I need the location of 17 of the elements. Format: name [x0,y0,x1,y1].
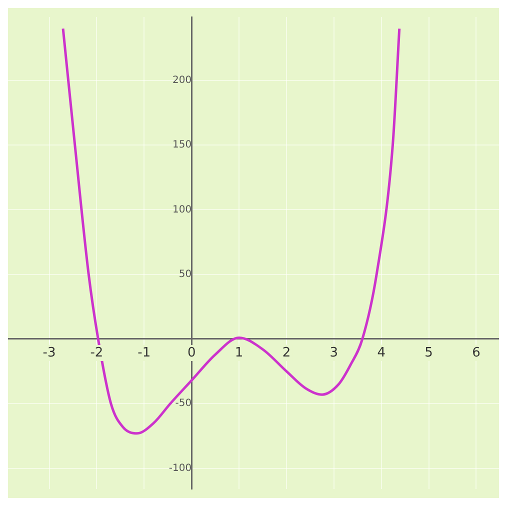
x-tick-label: -3 [42,345,56,360]
x-tick-label: 2 [282,345,291,360]
x-tick-label: 4 [377,345,386,360]
x-tick-label: -1 [138,345,151,360]
x-tick-label: 3 [330,345,338,360]
y-tick-label: 50 [178,268,192,280]
x-tick-label: 5 [424,345,433,360]
y-tick-label: -100 [168,462,192,474]
x-tick-label: -2 [90,345,104,360]
y-tick-label: -50 [175,398,192,410]
y-tick-label: 100 [172,204,192,216]
line-series [62,27,401,435]
x-tick-label: 0 [187,345,196,360]
x-tick-label: 1 [234,345,244,360]
x-tick-label: 6 [472,345,480,360]
y-tick-label: 150 [172,140,192,151]
y-tick-label: 200 [172,74,192,86]
